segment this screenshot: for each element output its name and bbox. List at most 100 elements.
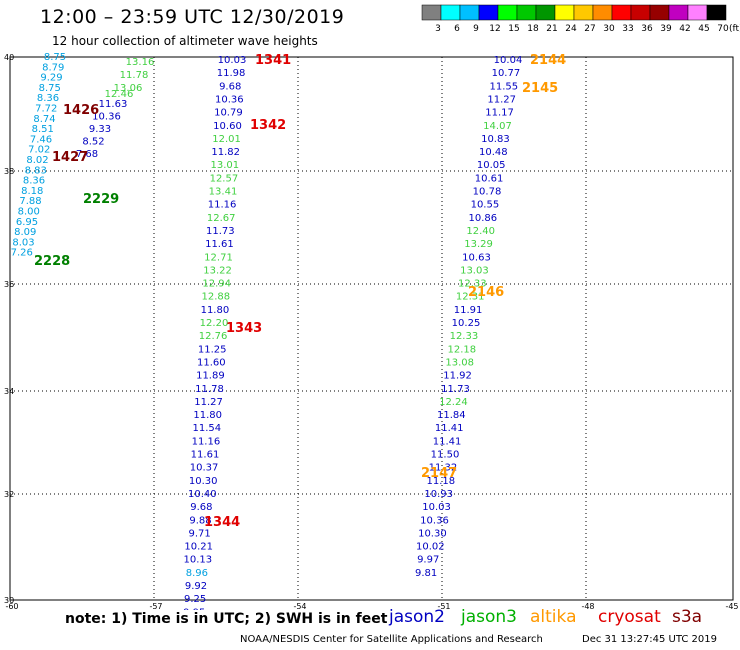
swh-value: 7.72 bbox=[35, 104, 57, 115]
swh-value: 10.78 bbox=[473, 187, 502, 198]
swh-value: 13.08 bbox=[445, 357, 474, 368]
x-tick-label: -57 bbox=[149, 602, 162, 610]
swh-value: 8.79 bbox=[42, 62, 64, 73]
swh-value: 10.03 bbox=[422, 502, 451, 513]
swh-value: 10.40 bbox=[188, 489, 217, 500]
time-annotation: 2145 bbox=[522, 81, 558, 96]
swh-value: 13.01 bbox=[210, 160, 239, 171]
swh-value: 9.33 bbox=[89, 124, 111, 135]
swh-value: 12.18 bbox=[447, 344, 476, 355]
page-subtitle: 12 hour collection of altimeter wave hei… bbox=[52, 34, 318, 48]
swh-value: 11.98 bbox=[217, 68, 246, 79]
swh-value: 12.24 bbox=[439, 397, 468, 408]
swh-value: 9.88 bbox=[189, 515, 211, 526]
footer-note: note: 1) Time is in UTC; 2) SWH is in fe… bbox=[65, 611, 388, 627]
swh-value: 14.07 bbox=[483, 121, 512, 132]
swh-value: 8.51 bbox=[32, 124, 54, 135]
x-tick-label: -51 bbox=[437, 602, 450, 610]
legend-jason2: jason2 bbox=[389, 607, 445, 627]
colorbar-label: 27 bbox=[584, 24, 595, 34]
swh-value: 11.73 bbox=[441, 384, 470, 395]
swh-value: 12.33 bbox=[450, 331, 479, 342]
legend-s3a: s3a bbox=[672, 607, 703, 627]
swh-value: 11.25 bbox=[198, 344, 227, 355]
y-tick-label: 40 bbox=[4, 53, 14, 62]
swh-value: 11.80 bbox=[193, 410, 222, 421]
y-tick-label: 38 bbox=[4, 167, 14, 176]
colorbar-label: 36 bbox=[641, 24, 653, 34]
y-tick-label: 30 bbox=[4, 596, 14, 605]
swh-value: 9.95 bbox=[183, 607, 205, 610]
swh-value: 12.71 bbox=[204, 252, 233, 263]
swh-value: 8.36 bbox=[23, 176, 45, 187]
swh-value: 7.46 bbox=[30, 134, 52, 145]
colorbar-label: 21 bbox=[546, 24, 557, 34]
swh-value: 11.80 bbox=[201, 305, 230, 316]
time-annotation: 1426 bbox=[63, 103, 99, 118]
swh-value: 8.75 bbox=[44, 52, 66, 63]
swh-value: 10.37 bbox=[190, 463, 219, 474]
credit-line: NOAA/NESDIS Center for Satellite Applica… bbox=[240, 634, 543, 645]
swh-value: 8.96 bbox=[186, 568, 208, 579]
time-annotation: 2146 bbox=[468, 285, 504, 300]
swh-value: 10.30 bbox=[189, 476, 218, 487]
swh-value: 10.55 bbox=[471, 200, 500, 211]
swh-value: 10.61 bbox=[475, 173, 504, 184]
swh-value: 10.30 bbox=[418, 528, 447, 539]
swh-value: 8.52 bbox=[82, 137, 104, 148]
swh-value: 10.93 bbox=[424, 489, 453, 500]
map-plot: 40 38 36 34 32 30-60 -57 -54 -51 -48 -45 10.03 11.98… bbox=[4, 52, 739, 610]
swh-value: 10.05 bbox=[477, 160, 506, 171]
swh-value: 7.02 bbox=[28, 145, 50, 156]
swh-value: 10.60 bbox=[213, 121, 242, 132]
swh-value: 11.61 bbox=[191, 450, 220, 461]
colorbar-label: 39 bbox=[660, 24, 672, 34]
swh-value: 9.71 bbox=[188, 528, 210, 539]
swh-value: 8.36 bbox=[37, 93, 59, 104]
swh-value: 13.06 bbox=[114, 83, 143, 94]
colorbar-label: 24 bbox=[565, 24, 577, 34]
page-title: 12:00 – 23:59 UTC 12/30/2019 bbox=[40, 6, 345, 28]
swh-value: 13.03 bbox=[460, 265, 489, 276]
colorbar-label: 42 bbox=[679, 24, 690, 34]
colorbar-label: 9 bbox=[473, 24, 479, 34]
legend-cryosat: cryosat bbox=[598, 607, 661, 627]
swh-value: 11.89 bbox=[196, 371, 225, 382]
swh-value: 11.84 bbox=[437, 410, 466, 421]
swh-value: 9.68 bbox=[190, 502, 212, 513]
colorbar-label: 18 bbox=[527, 24, 539, 34]
y-tick-label: 32 bbox=[4, 490, 14, 499]
swh-value: 12.20 bbox=[200, 318, 229, 329]
swh-value: 13.29 bbox=[464, 239, 493, 250]
swh-value: 12.67 bbox=[207, 213, 236, 224]
swh-value: 10.03 bbox=[218, 55, 247, 66]
x-tick-label: -48 bbox=[581, 602, 594, 610]
swh-value: 12.94 bbox=[202, 279, 231, 290]
colorbar-unit: (ft) bbox=[729, 24, 740, 34]
swh-value: 11.78 bbox=[120, 70, 149, 81]
time-annotation: 1427 bbox=[52, 150, 88, 165]
swh-value: 12.46 bbox=[105, 89, 134, 100]
swh-value: 10.77 bbox=[492, 68, 521, 79]
colorbar-label: 33 bbox=[622, 24, 633, 34]
time-annotation: 2147 bbox=[421, 466, 457, 481]
time-annotation: 1341 bbox=[255, 53, 291, 68]
swh-value: 7.68 bbox=[76, 149, 98, 160]
x-tick-label: -60 bbox=[5, 602, 18, 610]
swh-value: 9.25 bbox=[184, 594, 206, 605]
swh-value: 11.18 bbox=[426, 476, 455, 487]
swh-value: 11.54 bbox=[192, 423, 221, 434]
swh-value: 11.63 bbox=[99, 99, 128, 110]
swh-value: 11.41 bbox=[433, 436, 462, 447]
swh-value: 8.83 bbox=[25, 165, 47, 176]
swh-value: 12.31 bbox=[456, 292, 485, 303]
swh-value: 9.97 bbox=[417, 555, 439, 566]
x-tick-label: -45 bbox=[725, 602, 738, 610]
swh-value: 8.74 bbox=[33, 114, 55, 125]
legend-jason3: jason3 bbox=[461, 607, 517, 627]
x-tick-label: -54 bbox=[293, 602, 306, 610]
swh-value: 9.29 bbox=[40, 73, 62, 84]
y-tick-label: 34 bbox=[4, 387, 14, 396]
swh-value: 11.41 bbox=[435, 423, 464, 434]
